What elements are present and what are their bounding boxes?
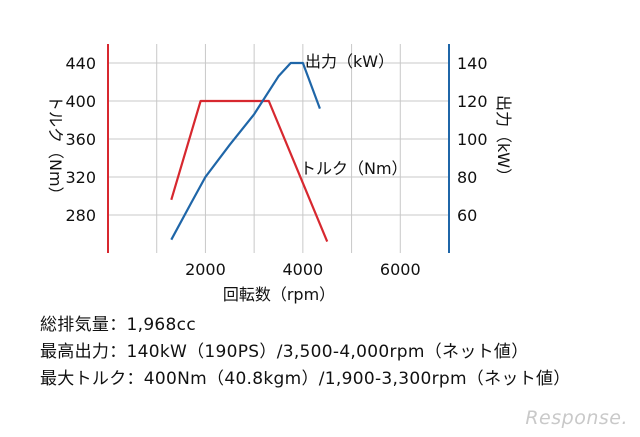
y-left-axis-label: トルク（Nm） xyxy=(46,95,65,203)
spec-displacement: 総排気量：1,968cc xyxy=(40,315,196,335)
y-left-tick-label: 360 xyxy=(65,130,96,149)
tick-labels: 440 400 360 320 280 140 120 100 80 60 2000 4000 6000 xyxy=(65,54,487,279)
series-label-power: 出力（kW） xyxy=(305,52,394,71)
series-label-torque: トルク（Nm） xyxy=(300,159,408,178)
x-axis-label: 回転数（rpm） xyxy=(223,285,335,304)
spec-max-torque: 最大トルク：400Nm（40.8kgm）/1,900-3,300rpm（ネット値… xyxy=(40,369,571,389)
y-left-tick-label: 400 xyxy=(65,92,96,111)
y-right-tick-label: 140 xyxy=(457,54,488,73)
torque-curve xyxy=(170,99,329,243)
y-right-tick-label: 80 xyxy=(457,168,477,187)
y-right-tick-label: 60 xyxy=(457,206,477,225)
y-right-tick-label: 100 xyxy=(457,130,488,149)
x-tick-label: 2000 xyxy=(185,260,226,279)
spec-max-power: 最高出力：140kW（190PS）/3,500-4,000rpm（ネット値） xyxy=(40,342,529,362)
response-logo: Response. xyxy=(525,407,628,429)
engine-specs: 総排気量：1,968cc 最高出力：140kW（190PS）/3,500-4,0… xyxy=(40,312,571,393)
y-left-tick-label: 440 xyxy=(65,54,96,73)
x-tick-label: 6000 xyxy=(380,260,421,279)
y-right-tick-label: 120 xyxy=(457,92,488,111)
y-right-axis-label: 出力（kW） xyxy=(494,95,513,184)
grid-lines xyxy=(108,44,449,253)
power-curve xyxy=(170,61,321,241)
y-left-tick-label: 320 xyxy=(65,168,96,187)
engine-performance-chart: 440 400 360 320 280 140 120 100 80 60 2000 4000 6000… xyxy=(46,44,513,304)
x-tick-label: 4000 xyxy=(282,260,323,279)
series-lines xyxy=(170,61,329,243)
y-left-tick-label: 280 xyxy=(65,206,96,225)
